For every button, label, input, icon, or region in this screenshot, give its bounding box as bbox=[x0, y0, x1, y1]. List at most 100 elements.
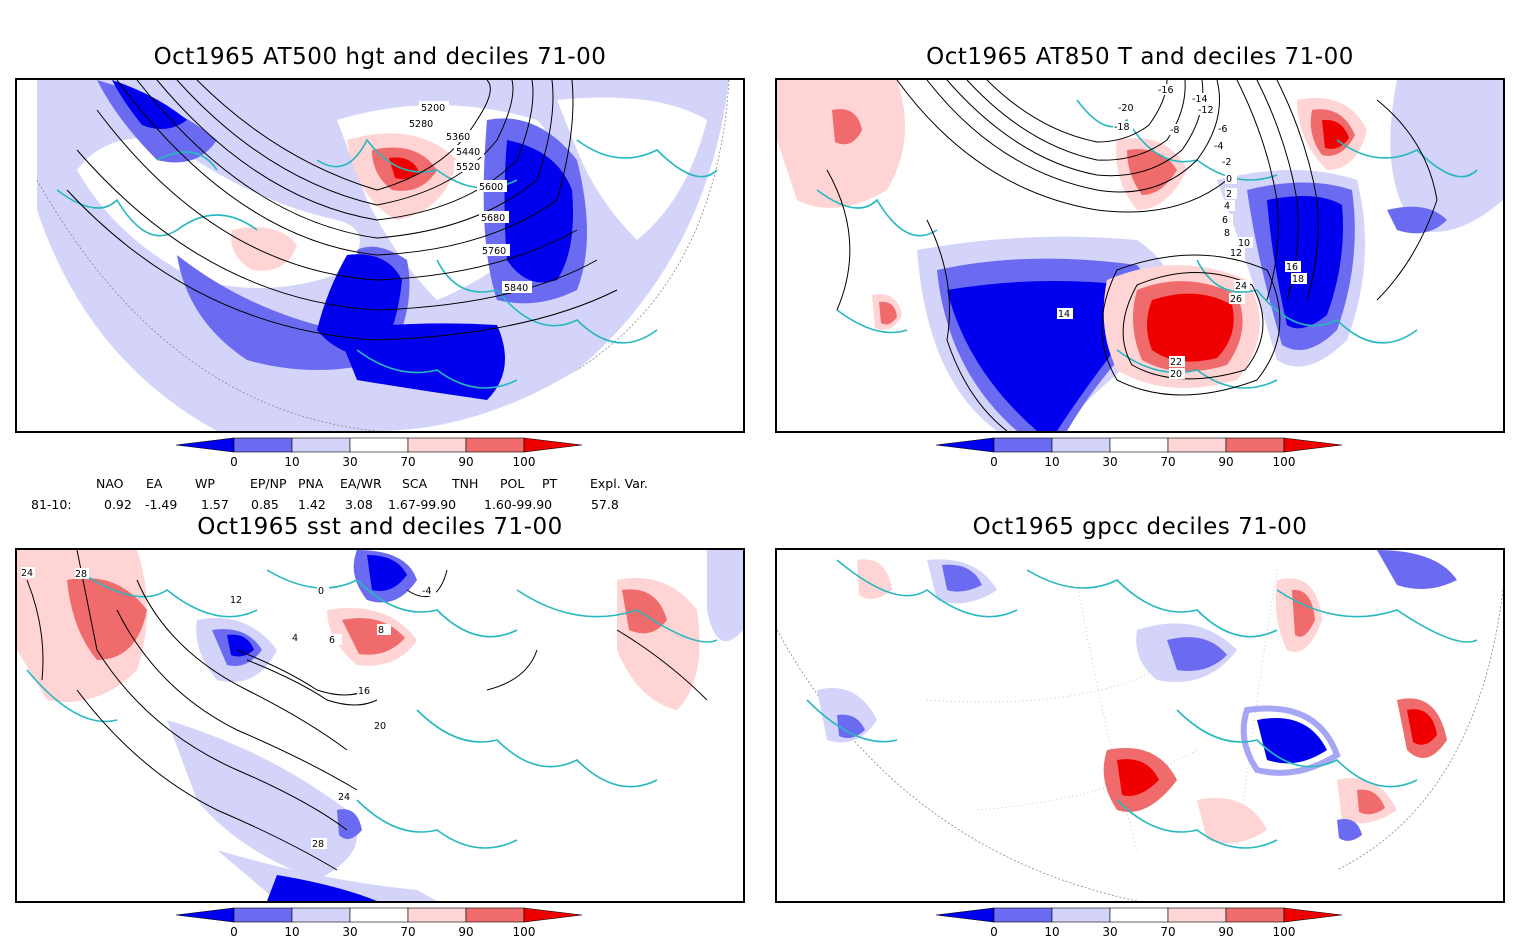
colorbar-segment bbox=[465, 907, 525, 923]
coastlines bbox=[56, 138, 718, 389]
colorbar-tr: 0 10 30 70 90 100 bbox=[935, 437, 1346, 469]
contour-label: 24 bbox=[1235, 281, 1247, 292]
contour-label: -8 bbox=[1170, 125, 1179, 136]
decile-field-red bbox=[1127, 149, 1177, 195]
colorbar-tick-label: 90 bbox=[1218, 925, 1233, 939]
colorbar-tick-label: 90 bbox=[1218, 455, 1233, 469]
colorbar-segment bbox=[233, 907, 293, 923]
colorbar-segment bbox=[233, 437, 293, 453]
contour-label: 5840 bbox=[504, 283, 528, 294]
colorbar-tick-label: 90 bbox=[458, 925, 473, 939]
index-name: EA bbox=[146, 476, 163, 491]
index-value: 1.42 bbox=[298, 497, 326, 512]
decile-field-dark-blue bbox=[1267, 196, 1343, 329]
contour-label: 12 bbox=[1230, 248, 1242, 259]
colorbar-segment bbox=[1167, 907, 1227, 923]
contour-label: 20 bbox=[374, 721, 386, 732]
map-panel-tl: 5200 5280 5360 5440 5520 5600 5680 5760 … bbox=[15, 78, 745, 433]
contour-label: 28 bbox=[312, 839, 324, 850]
contour-label: 24 bbox=[21, 568, 33, 579]
decile-field-light-blue bbox=[707, 550, 743, 642]
decile-field-dark-blue bbox=[504, 140, 573, 283]
decile-field-dark-red bbox=[389, 157, 419, 180]
decile-field-red bbox=[832, 109, 862, 145]
colorbar-segment bbox=[1225, 907, 1285, 923]
contour-label: 5360 bbox=[446, 132, 470, 143]
colorbar-segment bbox=[1225, 437, 1285, 453]
contour-label: 5520 bbox=[456, 162, 480, 173]
colorbar-tick-label: 10 bbox=[1044, 925, 1059, 939]
colorbar-arrow-low bbox=[175, 437, 235, 453]
index-name: EP/NP bbox=[250, 476, 287, 491]
contour-label: 8 bbox=[1224, 228, 1230, 239]
colorbar-segment bbox=[407, 907, 467, 923]
contour-labels: 24 28 12 4 6 8 0 -4 16 20 24 28 bbox=[21, 567, 436, 850]
colorbar-segment bbox=[1167, 437, 1227, 453]
colorbar-tick-label: 10 bbox=[284, 455, 299, 469]
colorbar-segment bbox=[993, 907, 1053, 923]
colorbar-tick-label: 0 bbox=[990, 455, 998, 469]
decile-field-dark-blue bbox=[367, 555, 407, 591]
colorbar-tick-label: 100 bbox=[513, 455, 536, 469]
colorbar-tick-label: 30 bbox=[342, 455, 357, 469]
contour-label: -12 bbox=[1198, 105, 1214, 116]
decile-field-dark-blue bbox=[267, 875, 377, 901]
colorbar-segment bbox=[349, 437, 409, 453]
decile-field-dark-red bbox=[1147, 293, 1234, 362]
contour-label: 0 bbox=[1226, 174, 1232, 185]
colorbar-arrow-high bbox=[1283, 437, 1343, 453]
contour-label: 16 bbox=[1286, 262, 1298, 273]
decile-field-dark-blue bbox=[227, 634, 254, 657]
contour-label: 4 bbox=[1224, 201, 1230, 212]
index-name: PNA bbox=[298, 476, 324, 491]
colorbar-arrow-low bbox=[175, 907, 235, 923]
colorbar-tick-label: 10 bbox=[1044, 455, 1059, 469]
index-value: 3.08 bbox=[345, 497, 373, 512]
index-name: SCA bbox=[402, 476, 428, 491]
colorbar-tick-label: 70 bbox=[400, 925, 415, 939]
index-name: EA/WR bbox=[340, 476, 382, 491]
colorbar-tick-label: 30 bbox=[1102, 455, 1117, 469]
colorbar-bl: 0 10 30 70 90 100 bbox=[175, 907, 586, 939]
colorbar-tick-label: 10 bbox=[284, 925, 299, 939]
coastlines bbox=[816, 99, 1478, 389]
decile-field-light-red bbox=[777, 80, 905, 208]
colorbar-segment bbox=[1109, 907, 1169, 923]
contour-label: 4 bbox=[292, 633, 298, 644]
map-panel-tr: -16 -14 -12 -20 -18 -8 -6 -4 -2 0 2 4 6 … bbox=[775, 78, 1505, 433]
decile-field-red bbox=[879, 301, 897, 325]
contour-label: 14 bbox=[1058, 309, 1070, 320]
contour-label: -6 bbox=[1218, 124, 1227, 135]
precip-deciles bbox=[817, 550, 1457, 844]
contour-label: 20 bbox=[1170, 369, 1182, 380]
colorbar-segment bbox=[1109, 437, 1169, 453]
colorbar-segment bbox=[407, 437, 467, 453]
index-value: 1.67-99.90 bbox=[388, 497, 457, 512]
decile-field-light-blue bbox=[167, 720, 357, 880]
hemisphere-edge bbox=[777, 589, 1503, 901]
map-panel-br bbox=[775, 548, 1505, 903]
colorbar-tick-label: 70 bbox=[400, 455, 415, 469]
colorbar-tick-label: 100 bbox=[1273, 455, 1296, 469]
panel-title-br: Oct1965 gpcc deciles 71-00 bbox=[972, 514, 1308, 540]
contour-label: 18 bbox=[1292, 274, 1304, 285]
colorbar-tick-label: 30 bbox=[342, 925, 357, 939]
graticule bbox=[926, 569, 1278, 851]
contour-label: 5760 bbox=[482, 246, 506, 257]
decile-field-dark-red bbox=[1322, 119, 1349, 149]
contour-label: 12 bbox=[230, 595, 242, 606]
contour-label: -4 bbox=[422, 586, 431, 597]
colorbar-segment bbox=[291, 437, 351, 453]
index-name: NAO bbox=[96, 476, 124, 491]
colorbar-tick-label: 70 bbox=[1160, 925, 1175, 939]
contour-label: -2 bbox=[1222, 157, 1231, 168]
colorbar-tl: 0 10 30 70 90 100 bbox=[175, 437, 586, 469]
contour-label: 5680 bbox=[481, 213, 505, 224]
contour-label: 5200 bbox=[421, 103, 445, 114]
contour-label: -14 bbox=[1192, 94, 1208, 105]
contour-label: 26 bbox=[1230, 294, 1242, 305]
map-panel-bl: 24 28 12 4 6 8 0 -4 16 20 24 28 bbox=[15, 548, 745, 903]
index-name: WP bbox=[195, 476, 215, 491]
index-value: 0.92 bbox=[104, 497, 132, 512]
colorbar-tick-label: 30 bbox=[1102, 925, 1117, 939]
